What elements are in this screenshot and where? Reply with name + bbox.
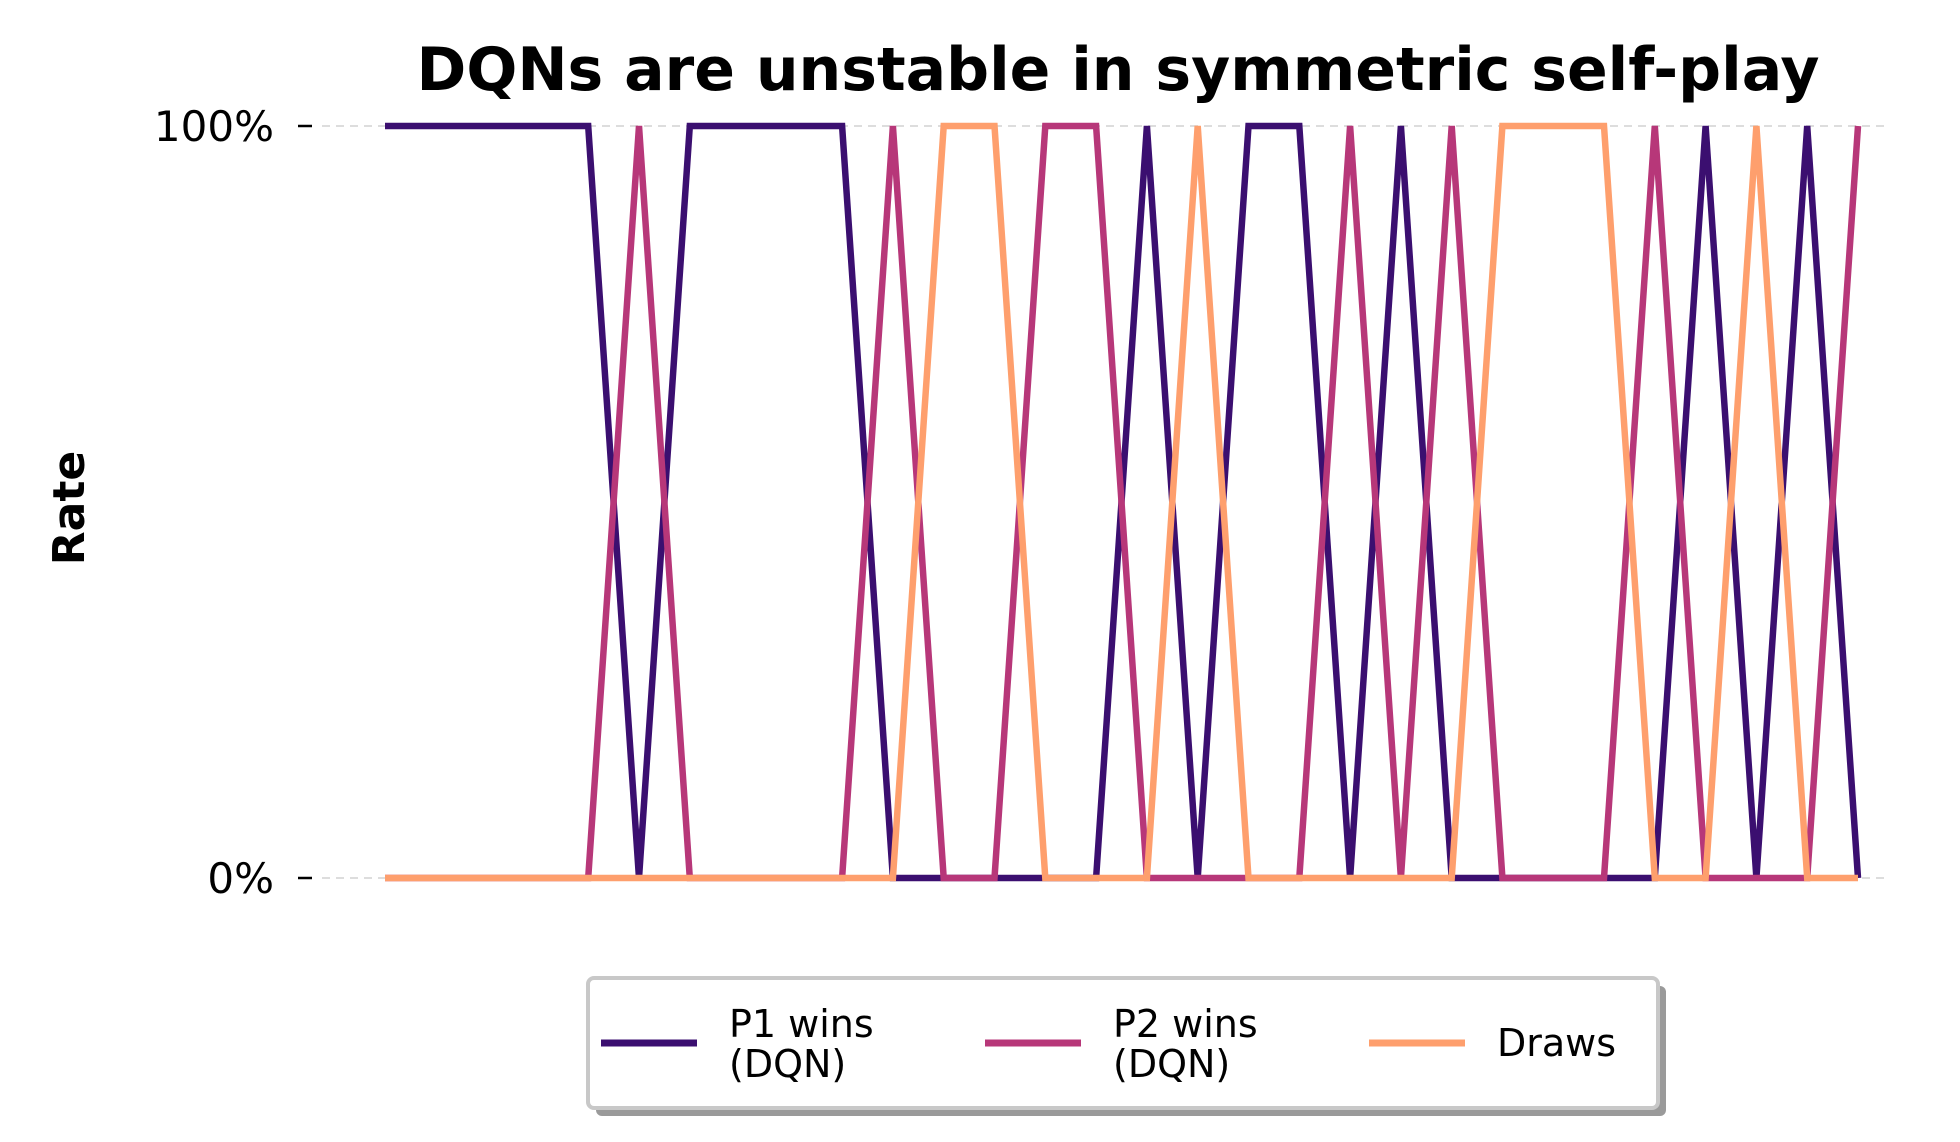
legend-label-3: Draws [1497,1021,1616,1065]
y-tick-label: 100% [154,102,274,151]
series-line-2 [385,122,1862,882]
series-line-3 [385,122,1858,882]
y-tick-label: 0% [207,854,274,903]
series-lines [385,122,1862,882]
legend-box [586,976,1660,1110]
chart-title: DQNs are unstable in symmetric self-play [417,35,1820,105]
legend-items: P1 wins (DQN) P2 wins (DQN) Draws [601,1002,1616,1086]
legend-label-1: P1 wins (DQN) [729,1002,874,1086]
legend-label-2: P2 wins (DQN) [1113,1002,1258,1086]
y-axis-ticks: 0% 100% [154,102,312,903]
y-axis-label: Rate [44,451,95,565]
legend: P1 wins (DQN) P2 wins (DQN) Draws [586,976,1666,1116]
